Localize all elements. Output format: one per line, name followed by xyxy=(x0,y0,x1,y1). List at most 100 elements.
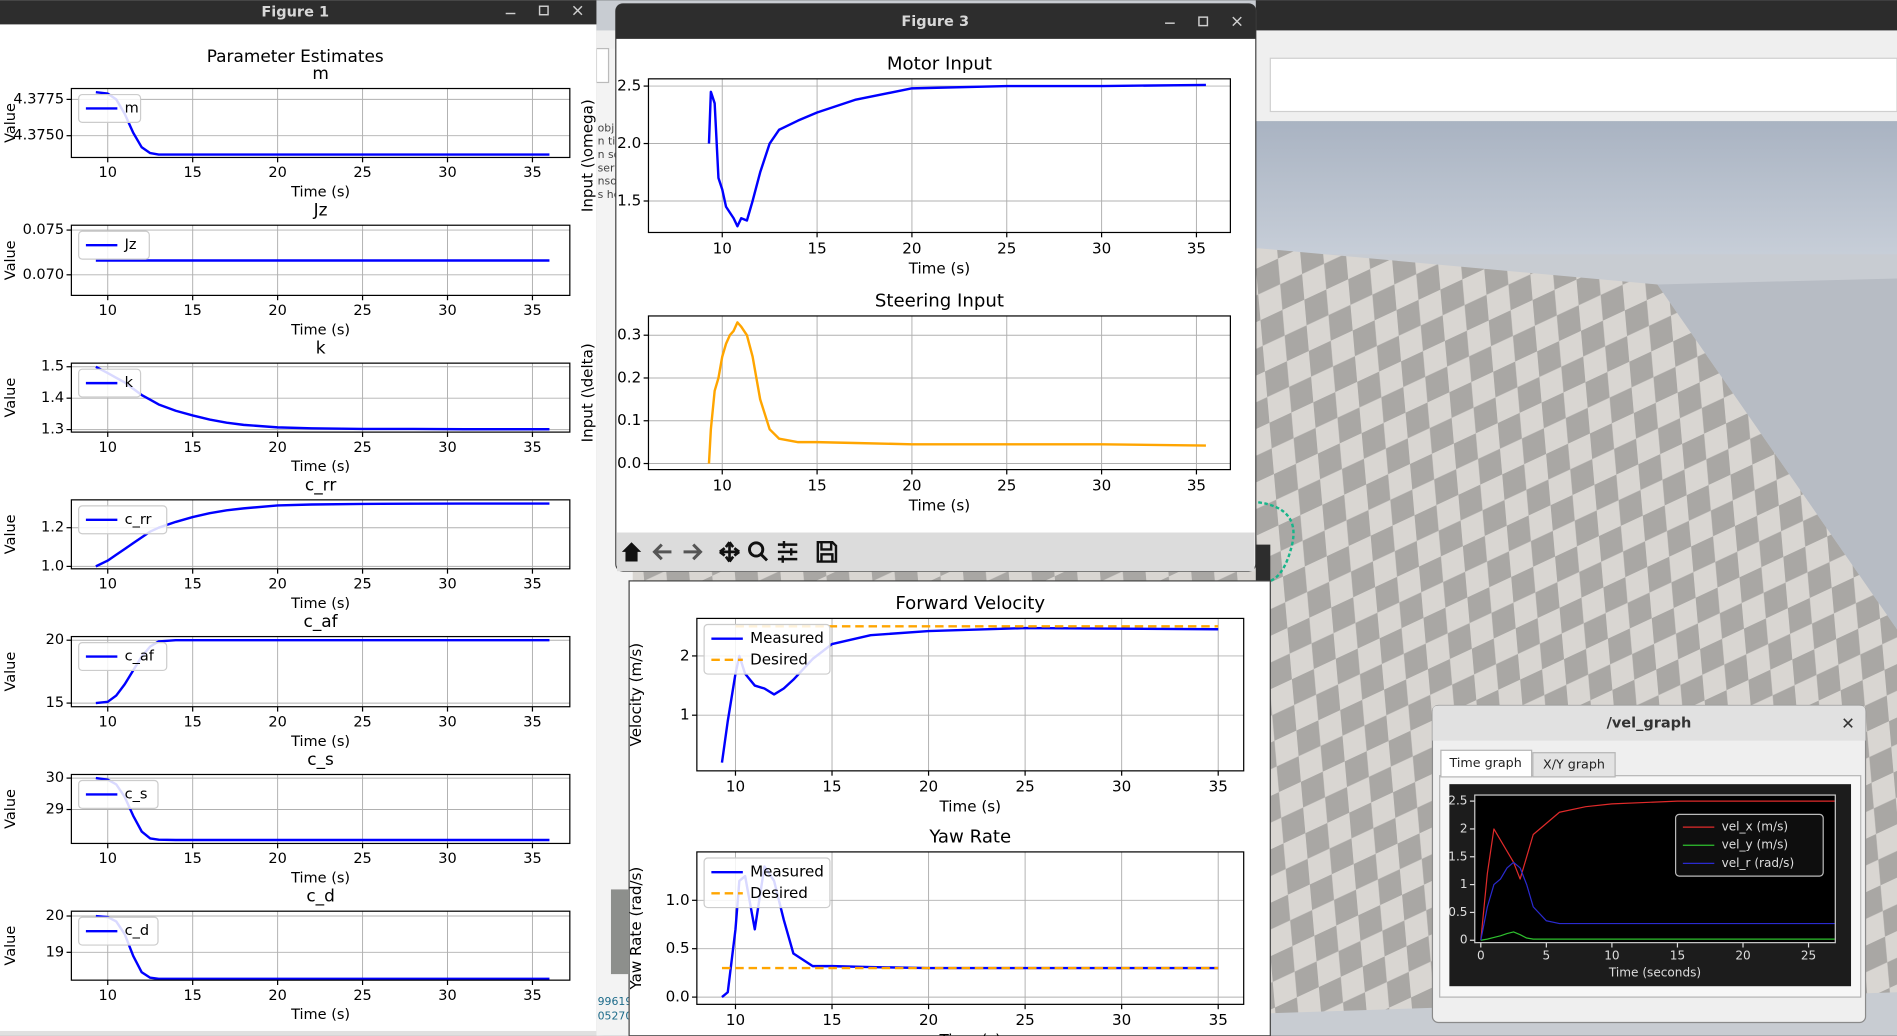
x-tick-label: 30 xyxy=(438,988,456,1004)
scene-panel xyxy=(1269,57,1897,113)
save-button[interactable] xyxy=(816,540,838,563)
y-axis-label: Yaw Rate (rad/s) xyxy=(627,867,645,991)
x-tick-label: 30 xyxy=(438,851,456,867)
x-axis-label: Time (s) xyxy=(290,185,350,201)
x-tick-label: 20 xyxy=(268,303,286,319)
y-tick-label: 2.5 xyxy=(617,77,641,95)
axes-frame xyxy=(696,851,1245,1005)
series-line xyxy=(1480,861,1835,941)
x-tick-label: 30 xyxy=(1092,476,1111,494)
legend-label: Measured xyxy=(750,863,824,881)
x-tick-label: 30 xyxy=(1112,778,1131,796)
console-text: 99619 xyxy=(598,995,633,1008)
background-text: obj xyxy=(598,121,615,134)
legend-label: Jz xyxy=(124,237,137,253)
x-axis-label: Time (s) xyxy=(939,1031,1001,1036)
x-tick-label: 20 xyxy=(1735,948,1750,962)
legend-label: m xyxy=(125,100,139,116)
maximize-button[interactable] xyxy=(538,5,549,16)
x-tick-label: 35 xyxy=(1209,1011,1228,1029)
x-tick-label: 20 xyxy=(919,778,938,796)
x-tick-label: 15 xyxy=(183,165,201,181)
x-tick-label: 10 xyxy=(99,988,117,1004)
legend-label: k xyxy=(125,375,134,391)
maximize-button[interactable] xyxy=(1198,16,1209,27)
tab[interactable] xyxy=(1532,752,1616,778)
y-tick-label: 0.3 xyxy=(617,326,641,344)
axes-frame xyxy=(70,773,571,845)
x-tick-label: 30 xyxy=(1112,1011,1131,1029)
zoom-button[interactable] xyxy=(748,541,769,562)
y-tick-label: 1 xyxy=(680,706,690,724)
y-tick-label: 1.0 xyxy=(666,891,690,909)
y-tick-label: 0.070 xyxy=(23,267,65,283)
figure1-titlebar xyxy=(0,0,597,25)
x-tick-label: 15 xyxy=(183,577,201,593)
y-tick-label: 20 xyxy=(46,908,64,924)
background-text: s he xyxy=(598,188,621,201)
legend-box xyxy=(703,623,831,675)
axes-frame xyxy=(70,87,571,159)
x-tick-label: 10 xyxy=(99,440,117,456)
y-tick-label: 1.3 xyxy=(41,422,64,438)
axes-frame xyxy=(70,499,571,570)
close-button[interactable] xyxy=(1232,16,1242,27)
back-button[interactable] xyxy=(652,543,672,561)
x-tick-label: 35 xyxy=(1187,239,1206,257)
y-tick-label: 4.3750 xyxy=(13,128,64,144)
y-tick-label: 1.5 xyxy=(617,191,641,209)
x-tick-label: 25 xyxy=(353,851,371,867)
x-tick-label: 25 xyxy=(1801,948,1816,962)
x-tick-label: 10 xyxy=(726,778,745,796)
x-tick-label: 10 xyxy=(1604,948,1619,962)
legend-label: vel_y (m/s) xyxy=(1722,838,1789,852)
y-axis-label: Value xyxy=(3,652,19,692)
console-text: 05270 xyxy=(598,1009,633,1022)
x-tick-label: 35 xyxy=(523,988,541,1004)
y-axis-label: Value xyxy=(3,378,19,418)
y-tick-label: 0 xyxy=(1460,933,1468,947)
home-button[interactable] xyxy=(621,542,642,562)
y-tick-label: 1.0 xyxy=(41,558,64,574)
y-tick-label: 1.5 xyxy=(1448,849,1467,863)
x-axis-label: Time (s) xyxy=(290,1007,350,1023)
x-tick-label: 20 xyxy=(268,851,286,867)
close-button[interactable] xyxy=(1843,718,1853,728)
configure-button[interactable] xyxy=(777,540,798,563)
x-tick-label: 25 xyxy=(353,988,371,1004)
background-button xyxy=(595,47,610,84)
background-text: nso xyxy=(598,175,618,188)
x-axis-label: Time (s) xyxy=(939,798,1001,816)
tab[interactable] xyxy=(1440,749,1533,778)
scrollbar xyxy=(0,1030,597,1036)
x-axis-label: Time (s) xyxy=(290,322,350,338)
x-tick-label: 20 xyxy=(268,577,286,593)
x-tick-label: 25 xyxy=(997,239,1016,257)
legend-label: Desired xyxy=(750,650,808,668)
x-tick-label: 0 xyxy=(1477,948,1485,962)
x-tick-label: 20 xyxy=(268,714,286,730)
chart-title: c_s xyxy=(307,749,334,770)
x-tick-label: 35 xyxy=(1187,476,1206,494)
chart-title: Motor Input xyxy=(887,53,992,74)
y-tick-label: 0.075 xyxy=(23,222,65,238)
close-button[interactable] xyxy=(572,5,583,16)
series-line xyxy=(1480,800,1835,941)
y-axis-label: Velocity (m/s) xyxy=(627,643,645,747)
y-tick-label: 2 xyxy=(680,646,690,664)
window-title: /vel_graph xyxy=(1607,716,1692,732)
forward-button[interactable] xyxy=(683,543,703,561)
x-axis-label: Time (seconds) xyxy=(1608,965,1701,979)
x-tick-label: 10 xyxy=(713,476,732,494)
x-tick-label: 15 xyxy=(822,778,841,796)
x-tick-label: 20 xyxy=(268,440,286,456)
pan-button[interactable] xyxy=(719,541,740,563)
x-axis-label: Time (s) xyxy=(290,596,350,612)
window-edge xyxy=(1255,544,1271,581)
y-tick-label: 2 xyxy=(1460,821,1468,835)
axes-frame xyxy=(1474,794,1836,944)
y-tick-label: 0.1 xyxy=(617,411,641,429)
x-tick-label: 35 xyxy=(523,165,541,181)
x-axis-label: Time (s) xyxy=(290,734,350,750)
y-tick-label: 1.5 xyxy=(41,359,64,375)
